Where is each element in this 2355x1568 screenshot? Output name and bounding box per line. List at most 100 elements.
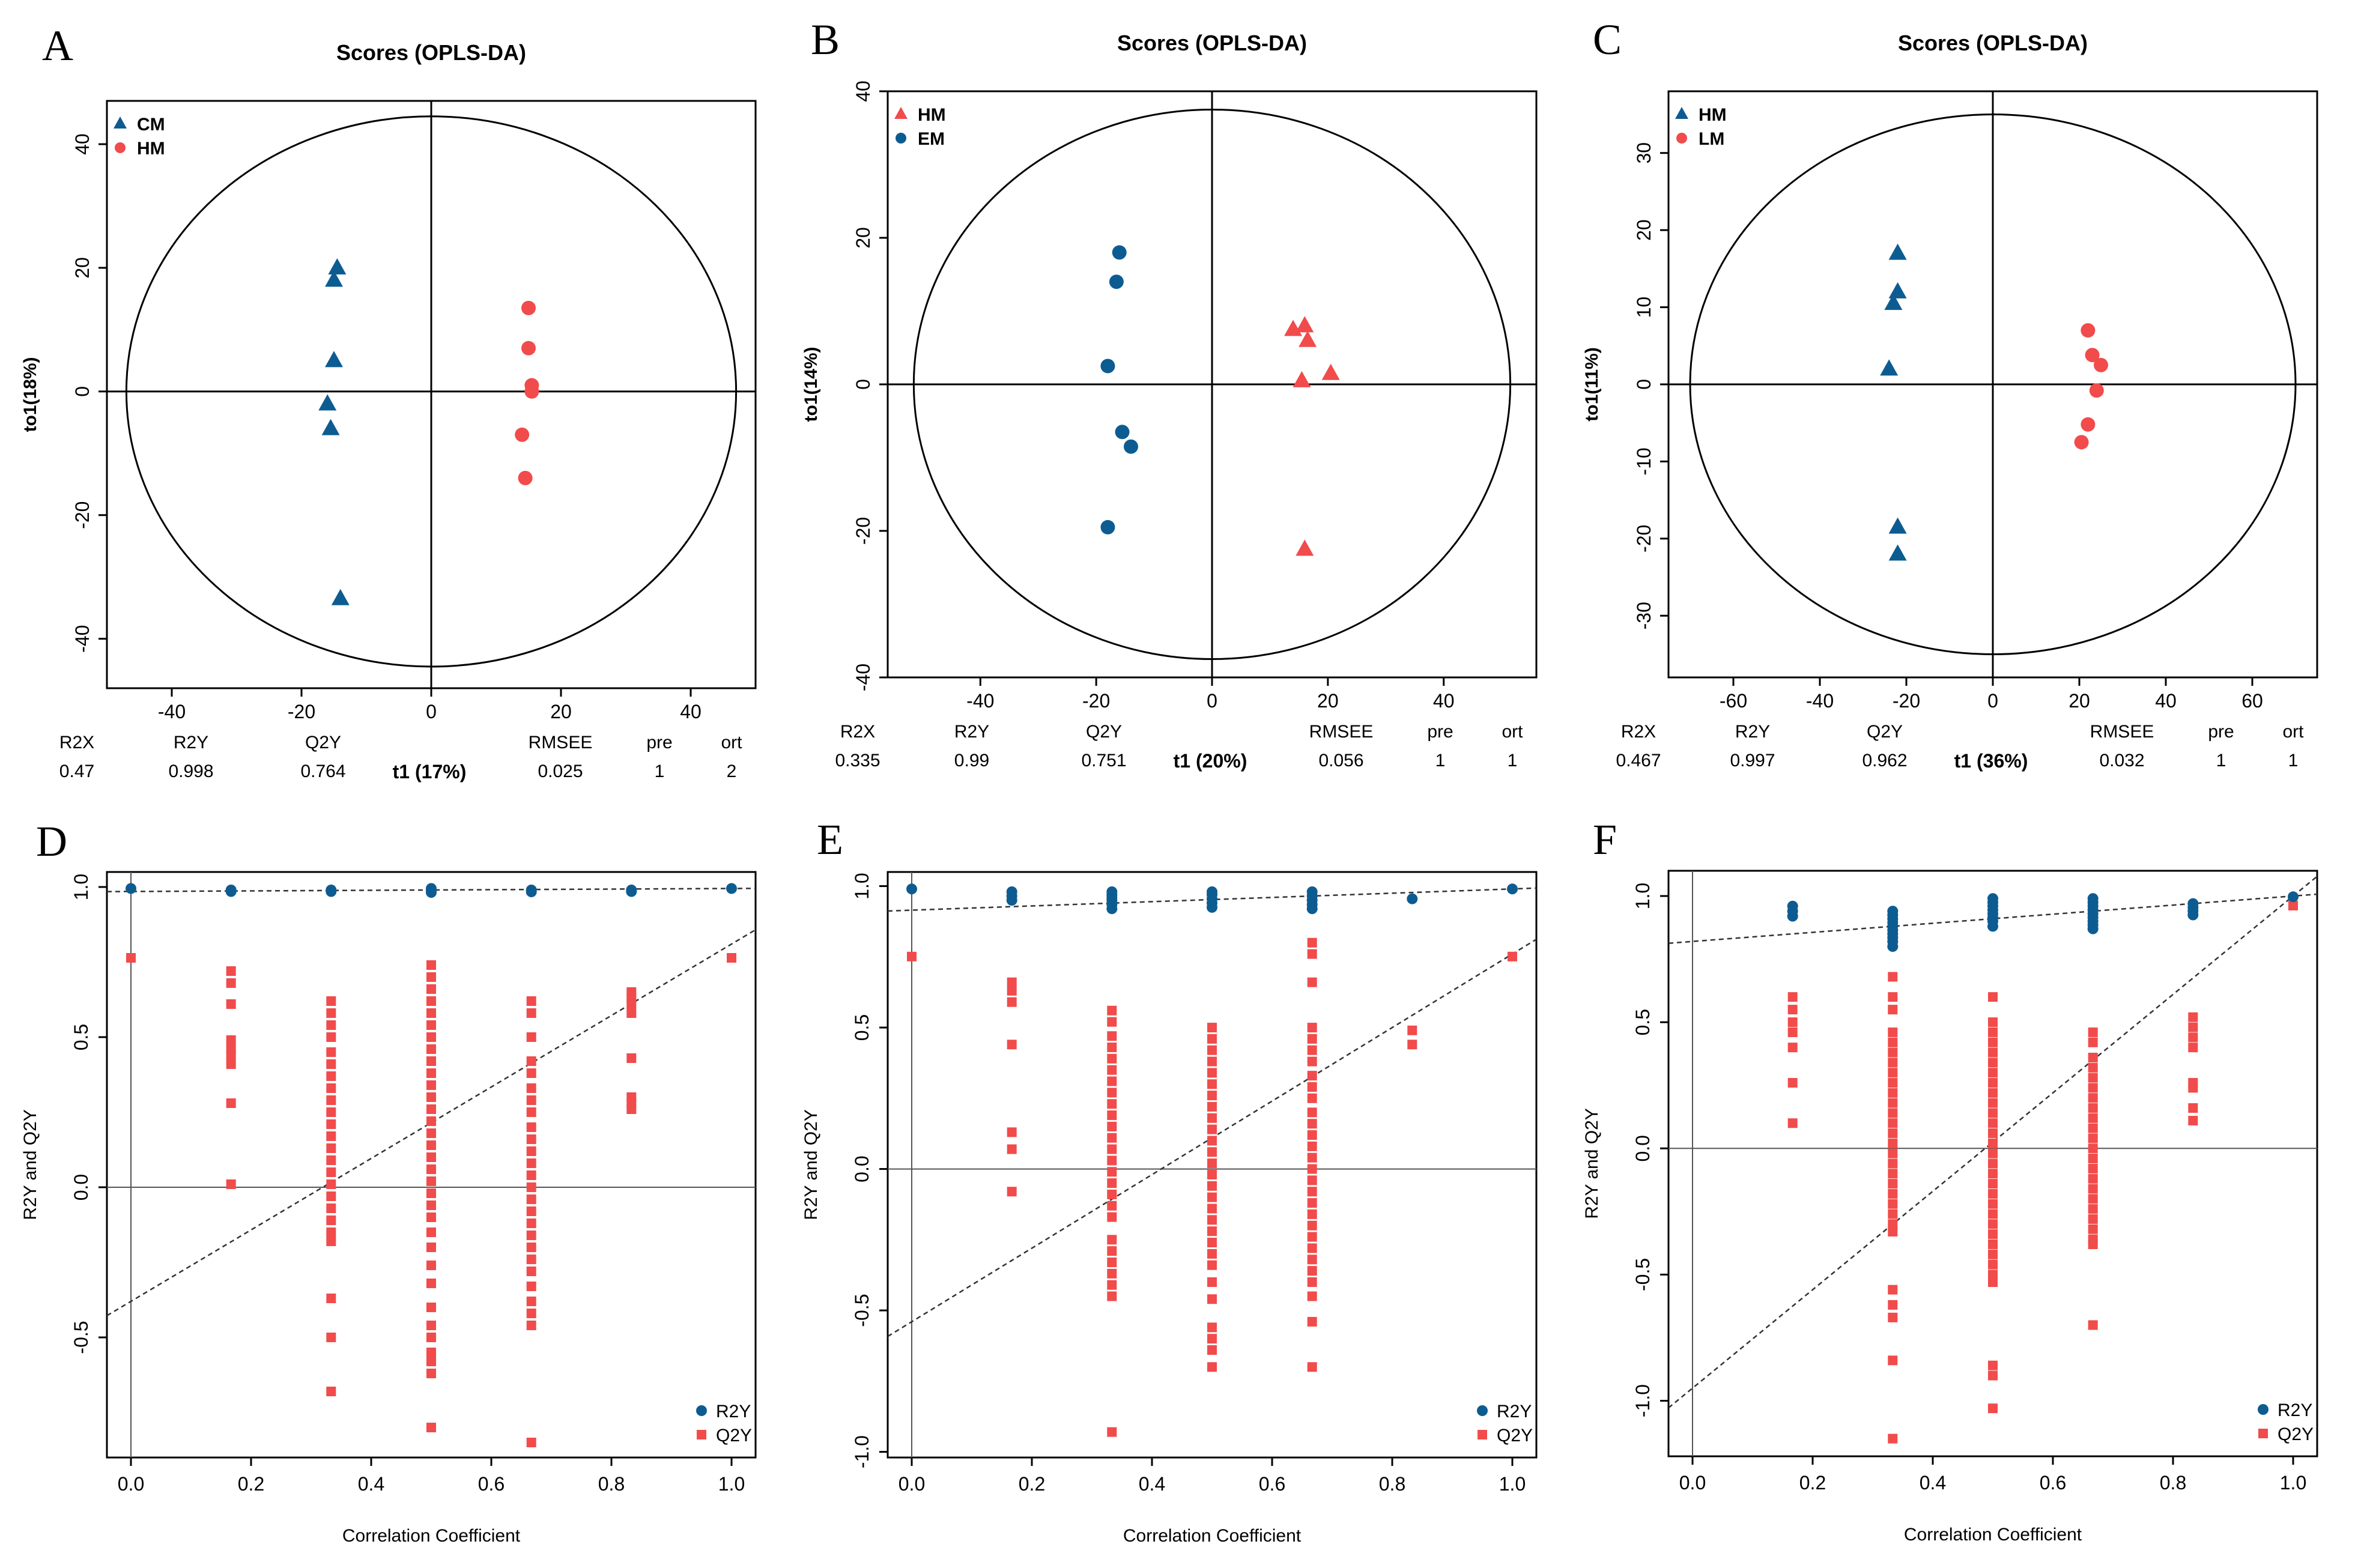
y-tick-label: 0 (1633, 379, 1655, 390)
q2y-point (1107, 1155, 1117, 1166)
legend-marker (894, 107, 908, 119)
y-tick-label: 0.5 (70, 1024, 92, 1050)
q2y-point (1988, 1219, 1998, 1229)
q2y-point (1107, 1246, 1117, 1256)
q2y-point (2088, 1204, 2098, 1214)
point-HM (1880, 359, 1899, 376)
q2y-point (526, 1008, 536, 1018)
q2y-point (1787, 1078, 1798, 1088)
q2y-point (1207, 1334, 1217, 1344)
stat-label: pre (2208, 722, 2234, 742)
q2y-point (2088, 1052, 2098, 1062)
x-tick-label: 40 (2155, 690, 2177, 712)
q2y-point (1207, 1322, 1217, 1333)
stat-value: 0.997 (1730, 751, 1775, 770)
q2y-point (326, 1179, 336, 1189)
q2y-point (1888, 1433, 1898, 1444)
y-tick-label: -20 (852, 517, 874, 545)
plot-area (107, 883, 756, 1447)
panel-label-F: F (1593, 816, 1617, 864)
x-tick-label: 20 (2069, 690, 2090, 712)
q2y-point (1888, 1108, 1898, 1118)
q2y-point (1988, 1169, 1998, 1179)
panel-D: D 0.0 0.2 0.4 0.6 0.8 1.0 -0.5 0.0 0.5 1.0 R2Y and … (20, 817, 757, 1546)
q2y-point (426, 1243, 436, 1252)
q2y-point (1988, 1148, 1998, 1158)
y-tick-label: 20 (1633, 219, 1655, 241)
q2y-point (1888, 972, 1898, 982)
q2y-point (1888, 1118, 1898, 1128)
q2y-point (2088, 1133, 2098, 1143)
point-LM (2085, 348, 2100, 363)
q2y-point (426, 972, 436, 982)
r2y-point (1987, 921, 1998, 932)
q2y-point (526, 1122, 536, 1132)
y-tick-label: 0 (71, 386, 93, 397)
q2y-point (2188, 1012, 2198, 1022)
point-EM (1124, 439, 1138, 454)
q2y-point (226, 1050, 236, 1060)
stat-value: 1 (655, 761, 665, 781)
q2y-point (1508, 951, 1517, 961)
r2y-point (1887, 941, 1899, 952)
q2y-point (326, 1333, 336, 1342)
q2y-point (426, 960, 436, 970)
q2y-point (1988, 1277, 1998, 1288)
q2y-point (1307, 1266, 1317, 1276)
q2y-point (426, 984, 436, 994)
r2y-point (1106, 903, 1118, 915)
q2y-point (2188, 1116, 2198, 1126)
q2y-point (526, 1243, 536, 1252)
q2y-point (1888, 1300, 1898, 1310)
q2y-point (2088, 1123, 2098, 1133)
q2y-point (1207, 1091, 1217, 1101)
q2y-point (2188, 1032, 2198, 1043)
stat-value: 1 (1435, 751, 1446, 770)
q2y-point (1888, 1005, 1898, 1015)
panel-label-B: B (811, 16, 840, 64)
q2y-point (1888, 1179, 1898, 1189)
q2y-point (1988, 1370, 1998, 1381)
y-axis-label: R2Y and Q2Y (1582, 1108, 1602, 1219)
stat-label: RMSEE (529, 733, 593, 752)
y-tick-label: -1.0 (851, 1435, 873, 1468)
q2y-point (226, 1098, 236, 1108)
q2y-point (1988, 1403, 1998, 1414)
point-LM (2094, 357, 2108, 372)
x-tick-label: 0 (1207, 690, 1217, 712)
q2y-point (1207, 1136, 1217, 1146)
x-tick-label: 0.6 (2040, 1472, 2066, 1494)
stat-value: 0.998 (168, 761, 213, 781)
stat-value: 0.99 (954, 751, 989, 770)
q2y-point (1107, 1212, 1117, 1222)
panel-label-A: A (42, 22, 73, 70)
legend-marker (896, 133, 906, 144)
stat-label: Q2Y (305, 733, 341, 752)
stat-value: 1 (2216, 751, 2226, 770)
q2y-point (526, 1158, 536, 1168)
q2y-point (326, 1237, 336, 1246)
q2y-point (526, 1095, 536, 1105)
q2y-point (1307, 1130, 1317, 1140)
q2y-point (326, 1203, 336, 1213)
q2y-regression-line (1669, 876, 2317, 1409)
q2y-point (426, 1140, 436, 1150)
q2y-point (1307, 1198, 1317, 1208)
q2y-point (526, 1206, 536, 1216)
r2y-point (2187, 909, 2199, 921)
q2y-point (1207, 1238, 1217, 1248)
q2y-point (2088, 1113, 2098, 1123)
stat-value: 0.962 (1862, 751, 1907, 770)
r2y-regression-line (888, 887, 1536, 912)
legend-label: HM (1699, 105, 1727, 125)
y-tick-label: 40 (852, 80, 874, 102)
q2y-point (1787, 1005, 1798, 1015)
legend-label: CM (137, 115, 165, 135)
q2y-point (2188, 1103, 2198, 1113)
q2y-point (326, 996, 336, 1006)
y-tick-label: 0.5 (851, 1014, 873, 1041)
plot-area (888, 883, 1536, 1437)
stat-label: ort (2282, 722, 2304, 742)
y-axis-label: to1(18%) (20, 357, 40, 432)
q2y-point (2088, 1163, 2098, 1173)
